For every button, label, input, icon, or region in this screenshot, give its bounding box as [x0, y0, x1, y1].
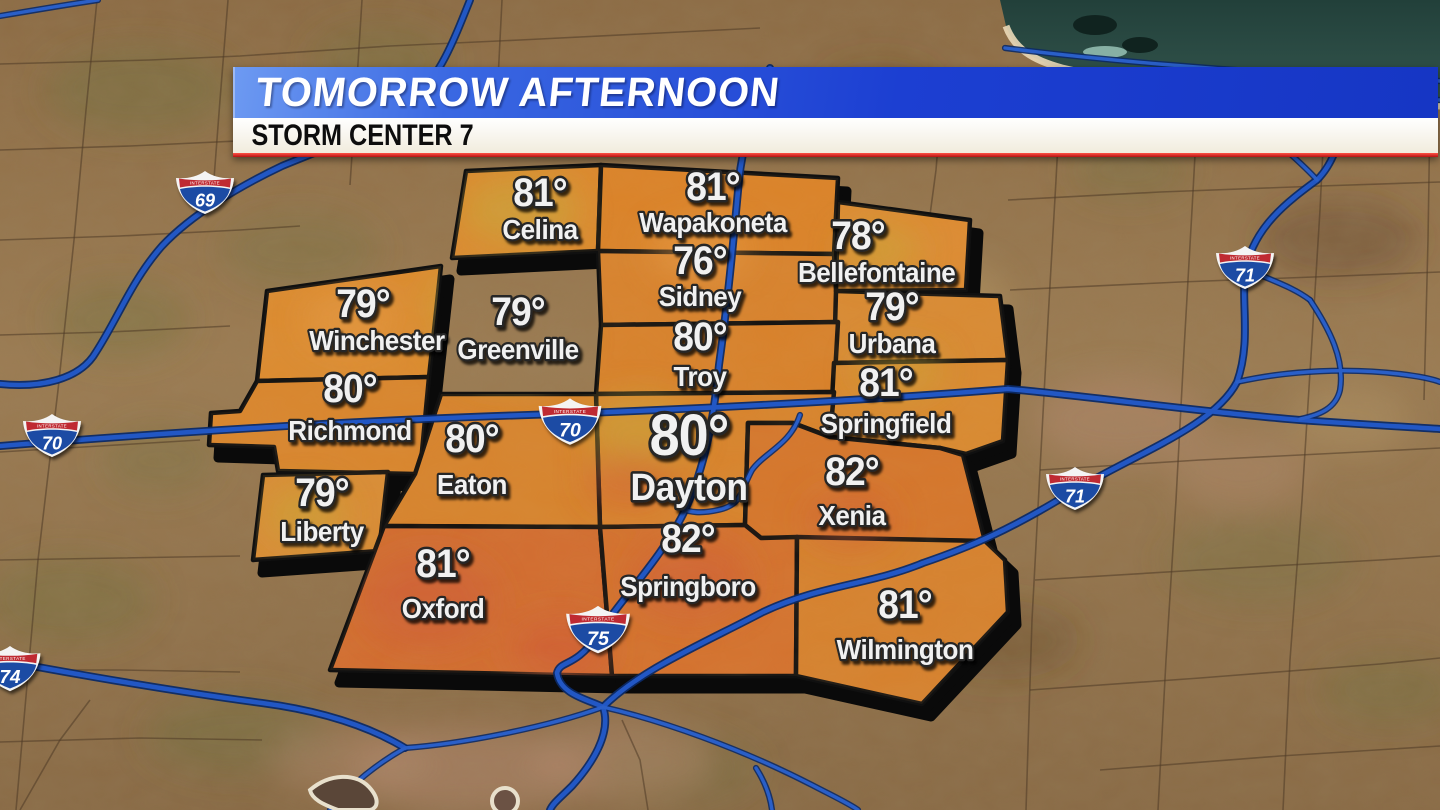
i71-shield-north: INTERSTATE 71	[1216, 246, 1274, 289]
banner-subtitle-bar: STORM CENTER 7	[233, 118, 1438, 153]
temp-value: 81°	[859, 361, 912, 406]
city-name: Springfield	[821, 408, 952, 439]
shield-number: 75	[587, 628, 610, 650]
temp-value: 78°	[831, 214, 884, 259]
city-name: Liberty	[280, 516, 364, 547]
shield-number: 71	[1235, 266, 1255, 286]
temp-value: 76°	[673, 239, 726, 284]
temp-value: 79°	[491, 290, 544, 335]
interstate-label: INTERSTATE	[190, 180, 220, 185]
label-eaton: 80° Eaton	[435, 414, 510, 502]
banner-red-divider	[233, 153, 1438, 157]
label-troy: 80° Troy	[671, 312, 730, 394]
city-name: Springboro	[620, 571, 756, 602]
interstate-label: INTERSTATE	[554, 409, 586, 414]
shield-number: 69	[195, 191, 215, 211]
city-name: Wilmington	[837, 634, 974, 665]
shield-number: 74	[0, 667, 21, 688]
temp-value: 81°	[686, 165, 739, 210]
city-name: Troy	[673, 361, 727, 392]
label-bellefontaine: 78° Bellefontaine	[796, 211, 958, 290]
interstate-label: INTERSTATE	[1060, 476, 1090, 481]
i70-shield-mid: INTERSTATE 70	[538, 398, 602, 445]
temp-value: 79°	[295, 471, 348, 516]
page-title: TOMORROW AFTERNOON	[253, 69, 783, 115]
temp-value: 80°	[673, 315, 726, 360]
temp-value: 80°	[650, 402, 729, 467]
city-name: Bellefontaine	[798, 257, 956, 288]
label-celina: 81° Celina	[500, 168, 581, 247]
temp-value: 81°	[513, 171, 566, 216]
label-urbana: 79° Urbana	[846, 282, 939, 361]
label-greenville: 79° Greenville	[455, 287, 581, 367]
city-name: Xenia	[818, 500, 886, 531]
interstate-label: INTERSTATE	[581, 617, 614, 623]
shield-number: 70	[559, 420, 581, 442]
shield-number: 70	[42, 434, 62, 454]
label-wapakoneta: 81° Wapakoneta	[637, 162, 791, 240]
river-features	[307, 774, 520, 810]
city-name: Dayton	[631, 466, 748, 508]
label-wilmington: 81° Wilmington	[835, 580, 976, 667]
city-name: Richmond	[288, 415, 411, 446]
temp-value: 82°	[825, 450, 878, 495]
label-richmond: 80° Richmond	[286, 364, 414, 448]
temp-value: 79°	[865, 285, 918, 330]
i71-shield-mid: INTERSTATE 71	[1046, 467, 1104, 510]
label-springboro: 82° Springboro	[618, 514, 758, 604]
banner-title-bar: TOMORROW AFTERNOON	[233, 67, 1438, 118]
city-name: Winchester	[309, 325, 445, 356]
city-name: Eaton	[437, 469, 507, 500]
label-winchester: 79° Winchester	[307, 279, 448, 358]
city-name: Greenville	[457, 334, 579, 365]
interstate-label: INTERSTATE	[37, 423, 67, 428]
city-labels: 81° Celina 81° Wapakoneta 76° Sidney 78°…	[278, 162, 976, 667]
banner-subtitle: STORM CENTER 7	[251, 118, 474, 152]
interstate-label: INTERSTATE	[0, 656, 26, 661]
temp-value: 80°	[445, 417, 498, 462]
shield-number: 71	[1065, 487, 1085, 507]
title-banner: TOMORROW AFTERNOON STORM CENTER 7	[233, 67, 1438, 157]
label-springfield: 81° Springfield	[818, 358, 953, 441]
i70-shield-west: INTERSTATE 70	[23, 414, 81, 457]
interstate-label: INTERSTATE	[1230, 255, 1260, 260]
temp-value: 81°	[878, 583, 931, 628]
i74-shield: INTERSTATE 74	[0, 645, 41, 692]
label-sidney: 76° Sidney	[657, 236, 745, 314]
label-oxford: 81° Oxford	[400, 539, 487, 626]
label-dayton: 80° Dayton	[628, 399, 750, 511]
label-liberty: 79° Liberty	[278, 468, 367, 549]
interstate-shields: INTERSTATE 69 INTERSTATE 70 INTERSTATE 7…	[0, 171, 1274, 692]
city-name: Celina	[502, 214, 579, 245]
temp-value: 82°	[661, 517, 714, 562]
city-name: Oxford	[402, 593, 484, 624]
city-name: Wapakoneta	[639, 207, 788, 238]
i75-shield: INTERSTATE 75	[566, 605, 630, 654]
i69-shield: INTERSTATE 69	[176, 171, 234, 214]
temp-value: 81°	[416, 542, 469, 587]
temp-value: 79°	[336, 282, 389, 327]
city-name: Urbana	[849, 328, 937, 359]
city-name: Sidney	[659, 281, 742, 312]
label-xenia: 82° Xenia	[816, 447, 889, 533]
temp-value: 80°	[323, 367, 376, 412]
